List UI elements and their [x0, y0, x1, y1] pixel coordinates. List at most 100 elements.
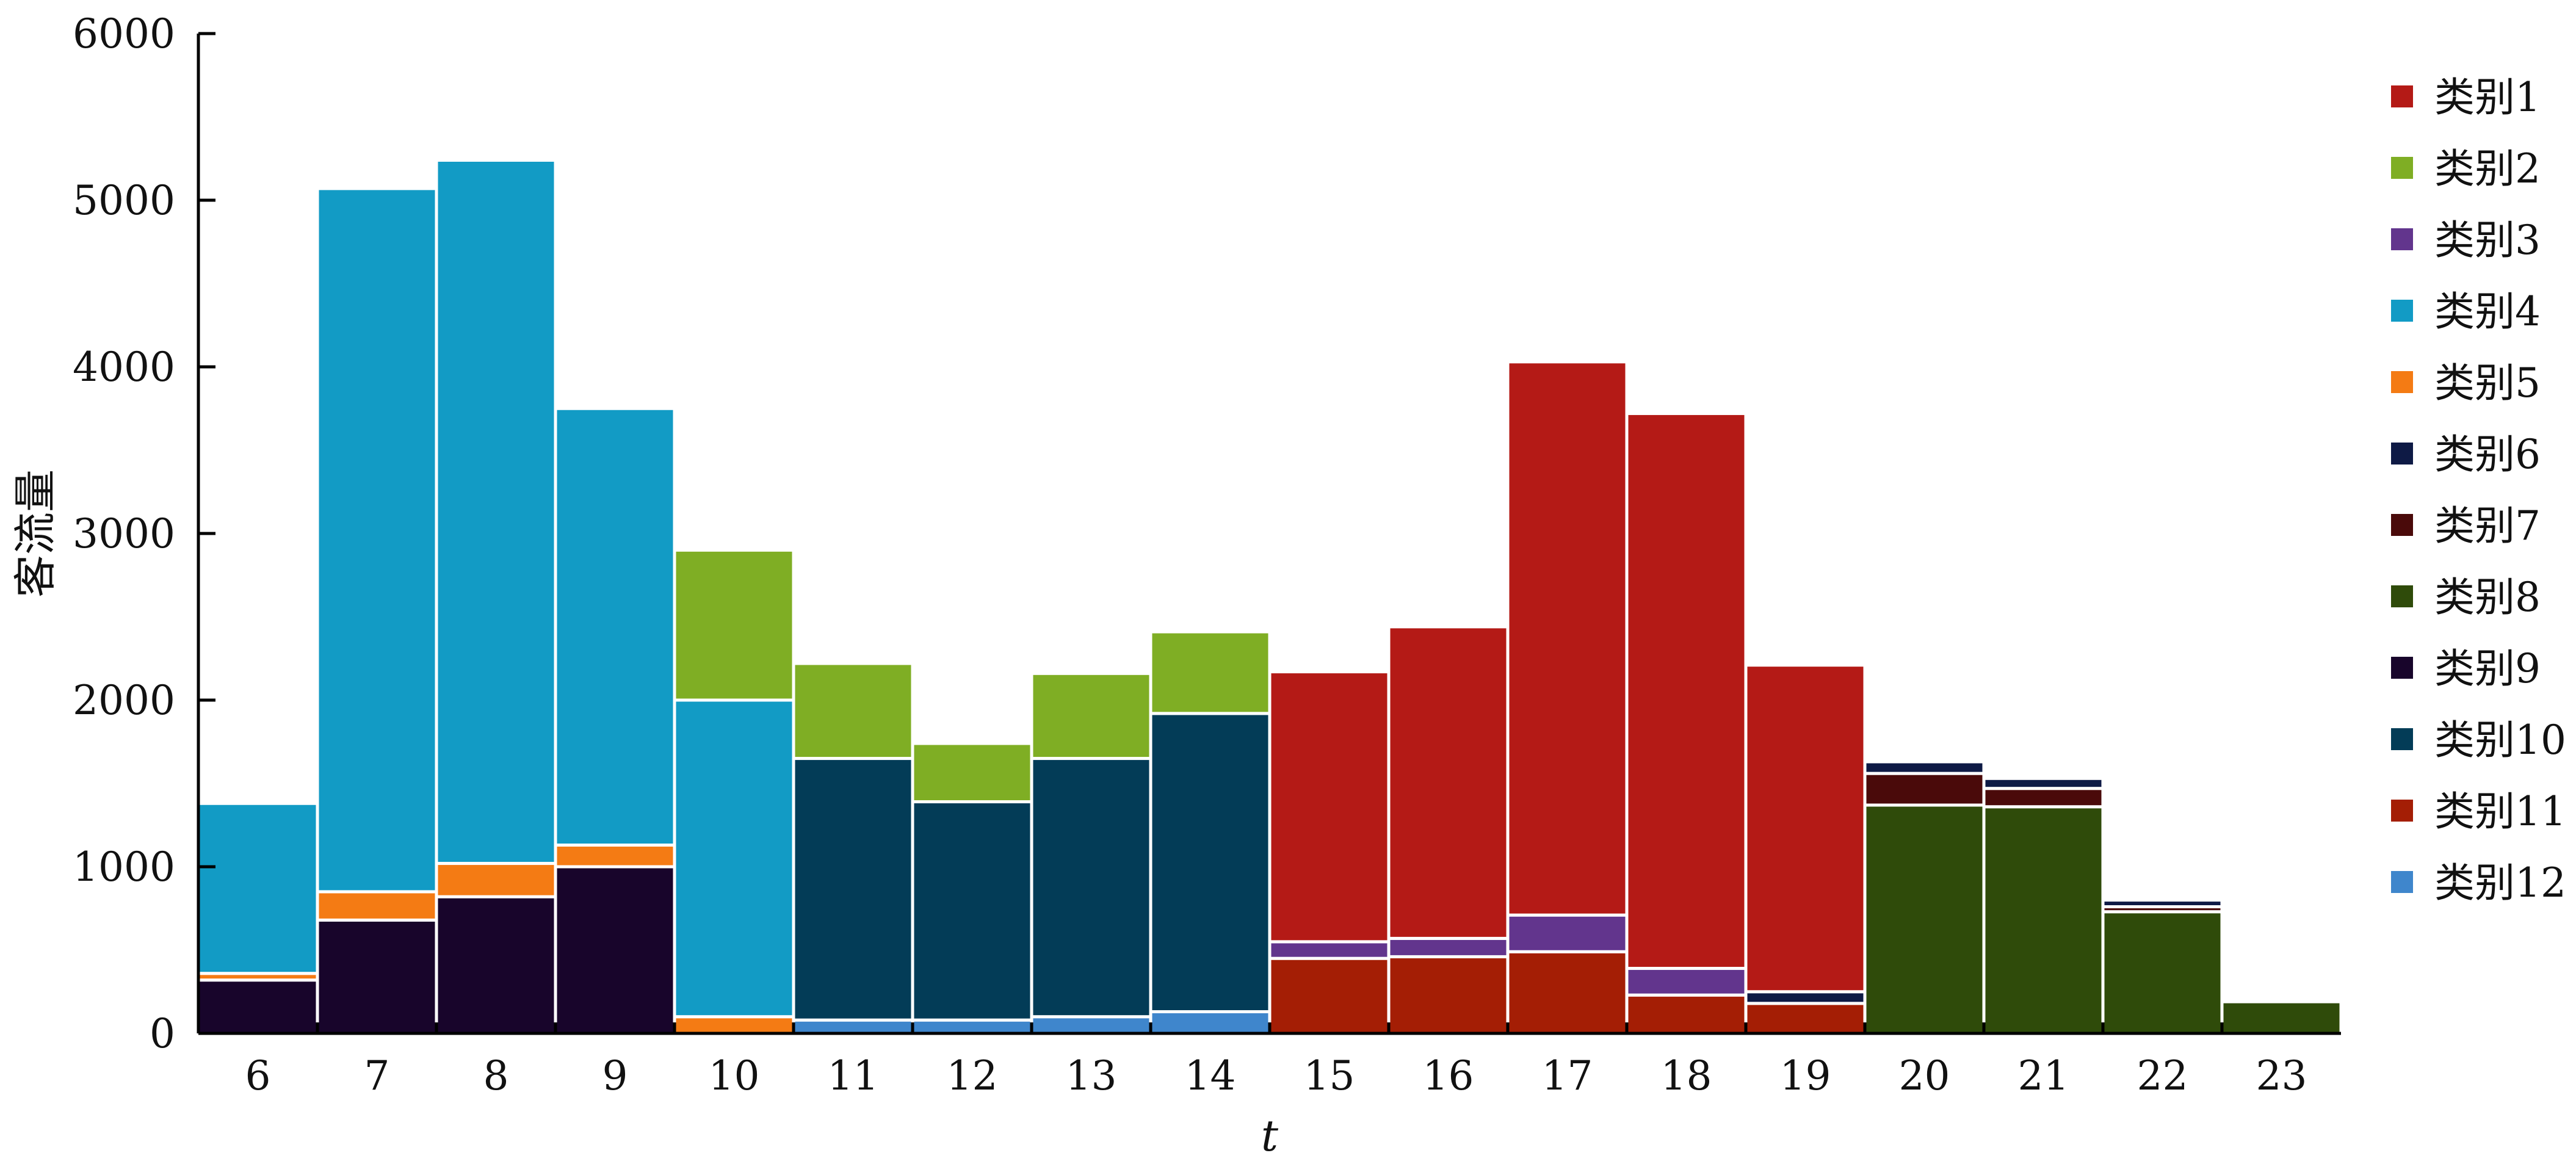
y-tick-label: 6000	[73, 10, 175, 57]
bar-segment	[1625, 993, 1748, 1035]
bar-segment	[2220, 1000, 2343, 1035]
y-axis-title: 客流量	[10, 469, 60, 598]
bar-segment	[435, 158, 557, 866]
bar-segment	[1625, 411, 1748, 971]
x-tick-label: 19	[1780, 1052, 1831, 1099]
legend-swatch	[2391, 85, 2413, 107]
bar-segment	[1030, 671, 1152, 761]
y-tick-label: 0	[150, 1010, 175, 1057]
bar-segment	[1268, 940, 1391, 960]
legend-swatch	[2391, 585, 2413, 607]
bar-segment	[792, 662, 914, 761]
bar-segment	[673, 1015, 795, 1035]
bar-segment	[673, 548, 795, 702]
bar-segment	[316, 918, 438, 1035]
x-tick-label: 8	[483, 1052, 509, 1099]
legend-swatch	[2391, 228, 2413, 250]
x-tick-label: 12	[947, 1052, 998, 1099]
legend-label: 类别7	[2434, 502, 2541, 549]
bar-segment	[435, 862, 557, 898]
legend-swatch	[2391, 300, 2413, 322]
x-tick-label: 9	[602, 1052, 628, 1099]
x-tick-label: 7	[364, 1052, 390, 1099]
bar-segment	[911, 742, 1033, 804]
bar-segment	[197, 978, 319, 1035]
bar-segment	[911, 800, 1033, 1022]
legend-swatch	[2391, 371, 2413, 393]
bar-segment	[1387, 955, 1510, 1035]
x-axis-ticks: 6 7 8 9 10 11 12 13 14 15 16 17 18 19 20 21 22 23	[245, 1022, 2307, 1099]
bar-segment	[554, 844, 676, 869]
bar-segment	[1982, 776, 2105, 790]
bar-segment	[1387, 936, 1510, 958]
bar-segment	[1506, 950, 1629, 1035]
legend-label: 类别2	[2434, 145, 2541, 192]
x-tick-label: 17	[1542, 1052, 1593, 1099]
bar-segment	[197, 801, 319, 975]
x-tick-label: 16	[1423, 1052, 1474, 1099]
legend-label: 类别4	[2434, 288, 2541, 335]
bar-segment	[1863, 803, 1986, 1035]
legend-label: 类别1	[2434, 74, 2541, 121]
bars-layer	[197, 158, 2343, 1035]
bar-segment	[1744, 990, 1867, 1005]
x-tick-label: 6	[245, 1052, 271, 1099]
legend-swatch	[2391, 657, 2413, 679]
legend-label: 类别11	[2434, 788, 2566, 835]
bar-segment	[911, 1018, 1033, 1035]
bar-segment	[1387, 625, 1510, 940]
bar-segment	[1982, 787, 2105, 809]
x-tick-label: 20	[1899, 1052, 1950, 1099]
bar-segment	[1744, 663, 1867, 994]
legend-label: 类别5	[2434, 360, 2541, 407]
bar-segment	[792, 757, 914, 1022]
y-tick-label: 4000	[73, 344, 175, 391]
bar-segment	[1506, 913, 1629, 953]
bar-segment	[1268, 670, 1391, 944]
legend-label: 类别8	[2434, 574, 2541, 621]
y-axis-ticks: 0 1000 2000 3000 4000 5000 6000	[73, 10, 215, 1057]
bar-segment	[316, 890, 438, 922]
bar-segment	[1149, 712, 1272, 1014]
x-tick-label: 15	[1304, 1052, 1355, 1099]
x-axis-title: t	[1261, 1111, 1279, 1161]
bar-segment	[792, 1018, 914, 1035]
bar-segment	[1149, 630, 1272, 715]
bar-segment	[1625, 967, 1748, 997]
bar-segment	[1030, 1015, 1152, 1035]
y-tick-label: 5000	[73, 177, 175, 224]
bar-segment	[1030, 757, 1152, 1019]
bar-segment	[554, 407, 676, 847]
bar-segment	[435, 895, 557, 1035]
legend-swatch	[2391, 800, 2413, 822]
legend-label: 类别6	[2434, 431, 2541, 478]
x-tick-label: 18	[1661, 1052, 1712, 1099]
x-tick-label: 23	[2256, 1052, 2307, 1099]
y-tick-label: 2000	[73, 677, 175, 724]
bar-segment	[673, 698, 795, 1019]
legend-swatch	[2391, 871, 2413, 893]
x-tick-label: 13	[1066, 1052, 1117, 1099]
bar-segment	[554, 865, 676, 1035]
x-tick-label: 10	[709, 1052, 760, 1099]
x-tick-label: 21	[2018, 1052, 2069, 1099]
bar-segment	[1268, 956, 1391, 1035]
bar-segment	[2101, 910, 2224, 1035]
y-tick-label: 3000	[73, 510, 175, 557]
legend-label: 类别3	[2434, 217, 2541, 264]
legend-swatch	[2391, 514, 2413, 536]
legend-label: 类别9	[2434, 645, 2541, 692]
bar-segment	[1744, 1002, 1867, 1035]
bar-segment	[2101, 898, 2224, 909]
x-tick-label: 22	[2137, 1052, 2188, 1099]
bar-segment	[1506, 360, 1629, 917]
bar-segment	[1863, 772, 1986, 807]
legend-swatch	[2391, 443, 2413, 465]
bar-segment	[1982, 805, 2105, 1035]
bar-segment	[1149, 1010, 1272, 1035]
legend-label: 类别12	[2434, 859, 2566, 906]
x-tick-label: 14	[1185, 1052, 1236, 1099]
legend-swatch	[2391, 157, 2413, 179]
x-tick-label: 11	[828, 1052, 879, 1099]
